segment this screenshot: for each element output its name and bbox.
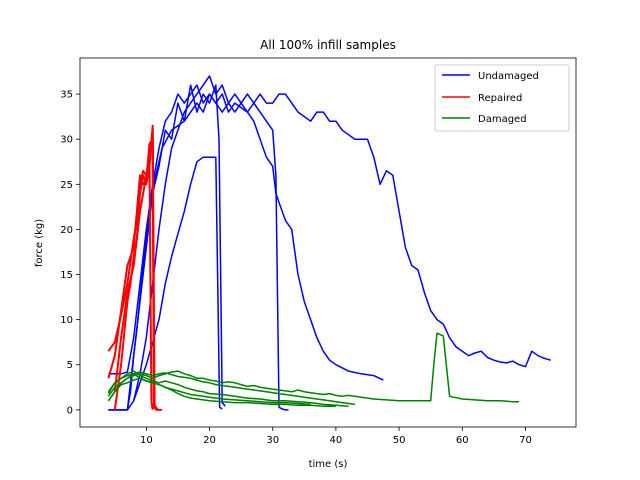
series-line-damaged-13 [107,377,311,406]
x-tick-label: 50 [393,435,406,446]
y-tick-label: 35 [60,90,73,101]
y-tick-label: 30 [60,135,73,146]
x-tick-label: 60 [456,435,469,446]
chart-title: All 100% infill samples [260,38,396,52]
y-tick-label: 15 [60,270,73,281]
y-tick-label: 0 [67,405,73,416]
legend-label-undamaged: Undamaged [478,71,539,82]
x-tick-label: 10 [140,435,153,446]
legend-label-repaired: Repaired [478,93,522,104]
x-tick-label: 70 [519,435,532,446]
series-line-repaired-9 [113,129,163,411]
legend-label-damaged: Damaged [478,114,527,125]
y-tick-label: 25 [60,180,73,191]
legend: Undamaged Repaired Damaged [434,64,570,132]
x-tick-label: 20 [203,435,216,446]
plot-lines [107,75,551,411]
y-axis-label: force (kg) [34,219,45,267]
legend-box [434,64,570,132]
plot-frame [79,57,577,428]
series-line-damaged-12 [107,332,520,403]
x-tick-label: 30 [266,435,279,446]
series-line-undamaged-4 [108,84,384,381]
x-axis-label: time (s) [309,459,348,470]
series-line-undamaged-3 [108,156,223,411]
series-line-damaged-14 [107,371,356,406]
series-line-undamaged-5 [132,75,551,401]
x-axis: 10 20 30 40 50 60 70 [140,427,532,446]
y-tick-label: 20 [60,225,73,236]
y-tick-label: 5 [67,360,73,371]
series-line-damaged-11 [107,370,349,407]
y-tick-label: 10 [60,315,73,326]
x-tick-label: 40 [330,435,343,446]
series-line-undamaged-1 [108,84,226,411]
y-axis: 0 5 10 15 20 25 30 35 [60,90,80,416]
